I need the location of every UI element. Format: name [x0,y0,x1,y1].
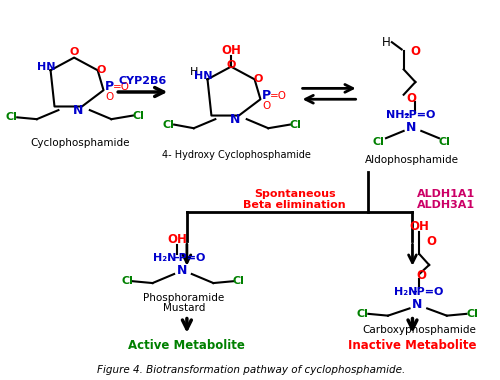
Text: Cyclophosphamide: Cyclophosphamide [30,138,130,148]
Text: H: H [382,36,390,49]
Text: H: H [190,67,198,77]
Text: Cl: Cl [372,137,384,147]
Text: H₂N: H₂N [152,253,176,263]
Text: Cl: Cl [133,111,145,120]
Text: OH: OH [221,44,241,57]
Text: ALDH3A1: ALDH3A1 [418,200,476,210]
Text: Cl: Cl [162,120,174,130]
Text: HN: HN [38,62,56,72]
Text: Aldophosphamide: Aldophosphamide [364,155,458,165]
Text: Phosphoramide: Phosphoramide [144,293,224,302]
Text: Cl: Cl [233,276,245,286]
Text: O: O [426,235,436,248]
Text: Figure 4. Biotransformation pathway of cyclophosphamide.: Figure 4. Biotransformation pathway of c… [96,364,405,375]
Text: O: O [406,92,416,105]
Text: N: N [412,298,422,311]
Text: O: O [254,74,263,84]
Text: O: O [97,65,106,75]
Text: OH: OH [167,233,187,246]
Text: O: O [416,269,426,282]
Text: NH₂: NH₂ [386,110,409,120]
Text: Beta elimination: Beta elimination [244,200,346,210]
Text: Inactive Metabolite: Inactive Metabolite [348,339,476,352]
Text: –P=O: –P=O [403,110,436,120]
Text: =O: =O [270,90,286,101]
Text: –P=O: –P=O [174,253,206,263]
Text: O: O [410,45,420,58]
Text: Carboxyphosphamide: Carboxyphosphamide [362,325,476,335]
Text: Cl: Cl [439,137,451,147]
Text: Cl: Cl [466,309,478,319]
Text: N: N [406,121,416,134]
Text: P: P [105,80,114,93]
Text: Active Metabolite: Active Metabolite [128,339,246,352]
Text: P: P [262,89,271,102]
Text: N: N [230,112,240,126]
Text: Cl: Cl [6,112,18,122]
Text: =O: =O [112,82,130,92]
Text: Spontaneous: Spontaneous [254,189,336,200]
Text: Cl: Cl [290,120,302,130]
Text: Mustard: Mustard [163,303,205,314]
Text: Cl: Cl [121,276,133,286]
Text: CYP2B6: CYP2B6 [118,76,167,86]
Text: OH: OH [410,220,430,233]
Text: 4- Hydroxy Cyclophosphamide: 4- Hydroxy Cyclophosphamide [162,150,312,160]
Text: O: O [226,60,235,70]
Text: Cl: Cl [356,309,368,319]
Text: N: N [177,264,187,277]
Text: O: O [106,92,114,103]
Text: –P=O: –P=O [411,287,444,297]
Text: O: O [262,101,270,111]
Text: N: N [73,104,83,117]
Text: O: O [70,47,79,57]
Text: ALDH1A1: ALDH1A1 [418,189,476,200]
Text: HN: HN [194,71,213,81]
Text: H₂N: H₂N [394,287,417,297]
